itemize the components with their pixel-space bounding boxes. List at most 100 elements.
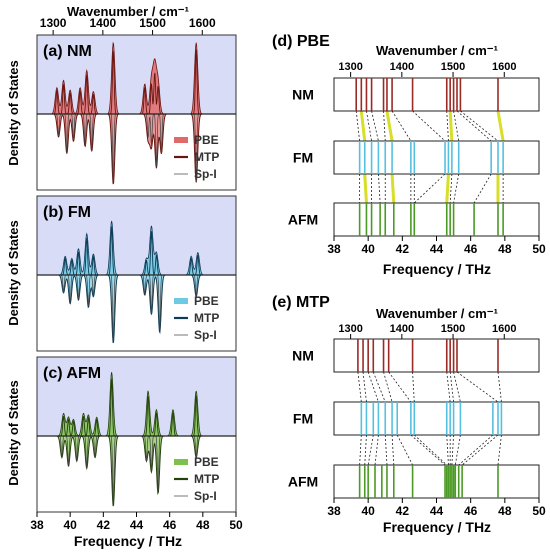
- x-tick-label: 38: [30, 518, 44, 532]
- top-tick-label: 1300: [40, 16, 67, 30]
- mode-correlation-line: [458, 434, 494, 466]
- x-tick-label: 40: [361, 504, 375, 518]
- top-tick-label: 1600: [189, 16, 216, 30]
- panel-label: (c) AFM: [43, 365, 101, 382]
- row-label: AFM: [288, 474, 318, 490]
- top-tick-label: 1400: [390, 323, 414, 335]
- mode-correlation-line: [378, 173, 381, 204]
- row-label: NM: [292, 87, 314, 103]
- mode-correlation-line: [388, 371, 412, 403]
- x-tick-label: 48: [498, 504, 512, 518]
- y-axis-label-a: Density of States: [6, 60, 21, 165]
- mode-correlation-line: [355, 110, 361, 142]
- mode-correlation-line: [454, 434, 461, 466]
- mode-correlation-line: [446, 110, 449, 142]
- mode-correlation-line: [383, 371, 393, 403]
- legend-label: MTP: [194, 311, 219, 325]
- top-axis-label-left: Wavenumber / cm⁻¹: [67, 4, 189, 19]
- mode-correlation-line: [414, 434, 448, 466]
- dos-panels: Wavenumber / cm⁻¹ 1300 1400 1500 1600 Densi…: [6, 4, 243, 549]
- mode-correlation-line: [453, 110, 460, 142]
- x-tick-label: 46: [464, 242, 478, 256]
- row-box: [333, 202, 540, 237]
- top-tick-label: 1500: [441, 61, 465, 73]
- panel-frame: [36, 195, 237, 352]
- mode-correlation-line: [461, 434, 499, 466]
- mode-correlation-line: [449, 371, 454, 403]
- x-tick-label: 42: [396, 504, 410, 518]
- row-label: AFM: [288, 212, 318, 228]
- legend-label: PBE: [194, 455, 219, 469]
- mode-correlation-line: [359, 110, 367, 142]
- x-tick-label: 40: [361, 242, 375, 256]
- legend-label: PBE: [194, 294, 219, 308]
- y-axis-label-c: Density of States: [6, 380, 21, 485]
- mode-correlation-line: [384, 434, 388, 466]
- mode-correlation-line: [448, 110, 454, 142]
- mode-correlation-line: [497, 371, 502, 403]
- x-tick-label: 38: [327, 504, 341, 518]
- x-tick-label: 48: [196, 518, 210, 532]
- mode-correlation-line: [473, 173, 492, 204]
- mode-correlation-line: [456, 371, 499, 403]
- mode-correlation-line: [396, 434, 413, 466]
- mode-correlation-line: [383, 110, 386, 142]
- mode-correlation-line: [391, 434, 395, 466]
- x-tick-label: 50: [532, 504, 546, 518]
- x-axis-ticks-left: 38 40 42 44 46 48 50: [30, 512, 243, 532]
- row-label: FM: [293, 150, 313, 166]
- x-tick-label: 40: [63, 518, 77, 532]
- mode-correlation-line: [453, 173, 460, 204]
- mode-correlation-line: [445, 173, 450, 204]
- mode-correlation-line: [385, 110, 394, 142]
- panel-b: (b) FM PBE MTP Sp-I: [36, 195, 237, 352]
- panel-a: (a) NM PBE MTP Sp-I: [36, 34, 237, 191]
- panel-d-title: (d) PBE: [272, 33, 330, 50]
- mode-correlation-line: [366, 110, 372, 142]
- x-tick-label: 44: [430, 242, 444, 256]
- x-tick-label: 44: [130, 518, 144, 532]
- x-axis-label-d: Frequency / THz: [383, 261, 491, 277]
- x-tick-label: 44: [430, 504, 444, 518]
- mode-correlation-line: [374, 434, 379, 466]
- top-axis-label-e: Wavenumber / cm⁻¹: [376, 306, 498, 321]
- legend-label: PBE: [194, 133, 219, 147]
- top-tick-label: 1500: [139, 16, 166, 30]
- panel-lower-area: [37, 114, 236, 190]
- panel-e: (e) MTP Wavenumber / cm⁻¹ 1300 1400 1500 16…: [272, 294, 546, 535]
- x-axis-label-left: Frequency / THz: [74, 533, 182, 549]
- top-axis-ticks-left: 1300 1400 1500 1600: [40, 16, 216, 35]
- x-tick-label: 38: [327, 242, 341, 256]
- row-box: [333, 140, 540, 175]
- top-tick-label: 1300: [338, 323, 362, 335]
- mode-correlation-line: [362, 371, 367, 403]
- y-axis-label-b: Density of States: [6, 220, 21, 325]
- mode-correlation-line: [496, 110, 505, 142]
- panel-label: (a) NM: [43, 43, 92, 60]
- mode-correlation-line: [391, 110, 412, 142]
- row-label: NM: [292, 348, 314, 364]
- mode-correlation-line: [451, 434, 454, 466]
- x-tick-label: 48: [498, 242, 512, 256]
- mode-correlation-line: [390, 173, 396, 204]
- x-tick-label: 46: [464, 504, 478, 518]
- mode-correlation-line: [414, 173, 446, 204]
- x-tick-label: 50: [229, 518, 243, 532]
- panel-frame: [36, 34, 237, 191]
- x-axis-label-e: Frequency / THz: [383, 519, 491, 535]
- mode-correlation-line: [412, 371, 415, 403]
- mode-correlation-line: [410, 434, 446, 466]
- row-box: [333, 338, 540, 373]
- mode-correlation-line: [449, 173, 453, 204]
- mode-correlation-line: [364, 434, 367, 466]
- row-box: [333, 77, 540, 112]
- mode-correlation-line: [453, 371, 461, 403]
- legend-label: Sp-I: [194, 489, 217, 503]
- top-tick-label: 1500: [441, 323, 465, 335]
- mode-correlation-line: [367, 434, 374, 466]
- mode-correlation-line: [357, 371, 362, 403]
- panel-d: (d) PBE Wavenumber / cm⁻¹ 1300 1400 1500 16…: [272, 33, 546, 277]
- x-tick-label: 42: [97, 518, 111, 532]
- top-axis-label-d: Wavenumber / cm⁻¹: [376, 43, 498, 58]
